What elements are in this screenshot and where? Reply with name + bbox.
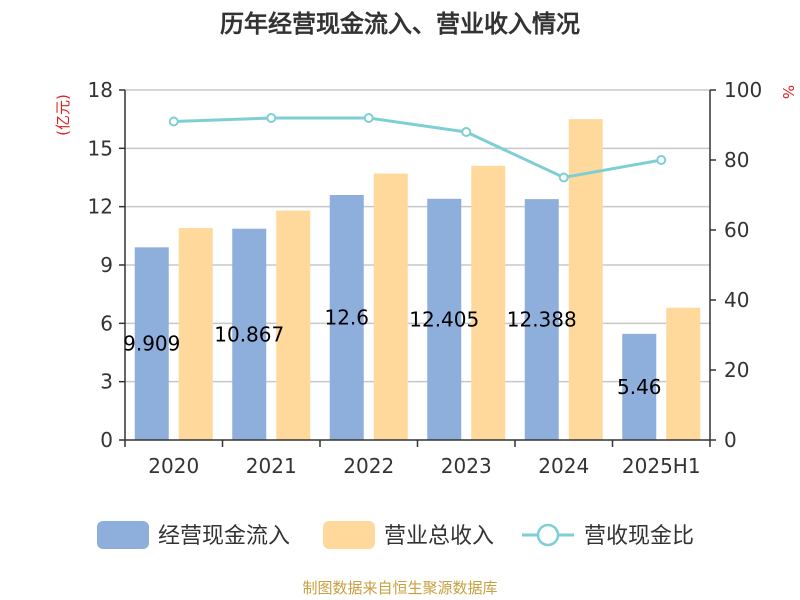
bar-revenue xyxy=(568,119,603,441)
ratio-point xyxy=(558,172,569,183)
grid-lines xyxy=(125,89,710,383)
right-tick-label: 20 xyxy=(724,358,749,382)
ratio-point xyxy=(363,113,374,123)
left-tick-label: 18 xyxy=(88,78,113,102)
left-tick-label: 9 xyxy=(100,253,113,277)
right-tick-label: 40 xyxy=(724,288,749,312)
bar-revenue xyxy=(471,165,506,441)
left-tick-label: 0 xyxy=(100,428,113,452)
legend-swatch-cash-inflow xyxy=(97,521,149,549)
right-tick-label: 60 xyxy=(724,218,749,242)
left-tick-label: 6 xyxy=(100,311,113,335)
right-tick-label: 100 xyxy=(724,78,762,102)
ratio-line-path xyxy=(173,116,662,180)
left-axis-unit: (亿元) xyxy=(54,94,72,136)
ratio-point xyxy=(656,155,667,165)
bar-cash-inflow xyxy=(232,228,267,440)
left-tick-label: 3 xyxy=(100,370,113,394)
x-tick-label: 2023 xyxy=(441,454,492,478)
data-label: 9.909 xyxy=(123,332,180,356)
data-label: 5.46 xyxy=(617,375,662,399)
bar-cash-inflow xyxy=(524,199,559,440)
legend-label-ratio: 营收现金比 xyxy=(584,524,694,549)
legend-swatch-revenue xyxy=(323,521,375,549)
data-label: 12.6 xyxy=(324,306,369,330)
bar-revenue xyxy=(666,307,701,440)
bar-cash-inflow xyxy=(329,195,364,440)
bar-cash-inflow xyxy=(134,247,169,440)
x-tick-label: 2020 xyxy=(148,454,199,478)
legend: 经营现金流入 营业总收入 营收现金比 xyxy=(97,521,694,549)
bars xyxy=(134,119,701,441)
data-label: 12.405 xyxy=(409,307,479,331)
ratio-line xyxy=(168,113,667,183)
source-note: 制图数据来自恒生聚源数据库 xyxy=(302,579,497,597)
legend-label-revenue: 营业总收入 xyxy=(384,524,494,549)
data-label: 12.388 xyxy=(507,308,577,332)
chart-title: 历年经营现金流入、营业收入情况 xyxy=(220,10,580,38)
right-tick-label: 80 xyxy=(724,148,749,172)
left-tick-label: 12 xyxy=(88,195,113,219)
data-label: 10.867 xyxy=(214,322,284,346)
ratio-point xyxy=(266,113,277,123)
bar-revenue xyxy=(373,173,408,440)
data-labels: 9.909 10.867 12.6 12.405 12.388 5.46 xyxy=(123,306,661,399)
bar-cash-inflow xyxy=(622,333,657,440)
x-tick-label: 2022 xyxy=(343,454,394,478)
x-tick-label: 2021 xyxy=(246,454,297,478)
left-tick-label: 15 xyxy=(88,136,113,160)
bar-revenue xyxy=(276,210,311,440)
bar-cash-inflow xyxy=(427,198,462,440)
ratio-point xyxy=(168,116,179,127)
axes: 0 3 6 9 12 15 18 0 20 40 60 80 100 (亿元)% 2020 2021 2022 2… xyxy=(54,78,797,478)
ratio-point xyxy=(461,127,472,137)
legend-swatch-ratio-marker xyxy=(536,523,560,547)
legend-label-cash-inflow: 经营现金流入 xyxy=(158,524,290,549)
bar-revenue xyxy=(178,228,213,440)
right-tick-label: 0 xyxy=(724,428,737,452)
right-axis-unit: % xyxy=(779,85,797,99)
x-tick-label: 2025H1 xyxy=(622,454,701,478)
x-tick-label: 2024 xyxy=(538,454,589,478)
